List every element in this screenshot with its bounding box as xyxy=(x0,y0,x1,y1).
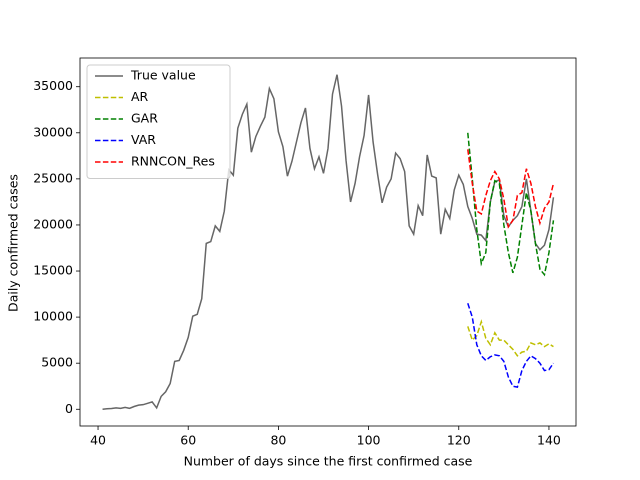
data-line xyxy=(102,74,555,411)
legend-label: GAR xyxy=(131,111,158,126)
legend-box xyxy=(86,64,231,179)
legend-label: True value xyxy=(130,68,196,83)
x-axis-label: Number of days since the first confirmed… xyxy=(184,454,473,469)
y-axis-label: Daily confirmed cases xyxy=(6,174,21,312)
y-tick-label: 35000 xyxy=(33,78,73,93)
data-line xyxy=(467,149,555,229)
y-tick-label: 10000 xyxy=(33,309,73,324)
x-tick-label: 60 xyxy=(180,433,196,448)
y-tick-label: 15000 xyxy=(33,263,73,278)
y-tick-label: 30000 xyxy=(33,124,73,139)
y-tick-label: 0 xyxy=(65,401,73,416)
y-tick-label: 5000 xyxy=(41,355,73,370)
x-tick-label: 120 xyxy=(447,433,471,448)
x-tick-label: 40 xyxy=(90,433,106,448)
y-tick-label: 20000 xyxy=(33,216,73,231)
x-tick-label: 80 xyxy=(270,433,286,448)
x-tick-label: 140 xyxy=(537,433,561,448)
plot-frame xyxy=(79,57,577,427)
y-tick-label: 25000 xyxy=(33,170,73,185)
legend-label: VAR xyxy=(131,132,156,147)
data-line xyxy=(467,319,554,357)
legend-label: RNNCON_Res xyxy=(131,154,215,169)
x-tick-label: 100 xyxy=(357,433,381,448)
data-line xyxy=(467,303,555,389)
legend-label: AR xyxy=(131,89,149,104)
data-line xyxy=(467,132,555,277)
